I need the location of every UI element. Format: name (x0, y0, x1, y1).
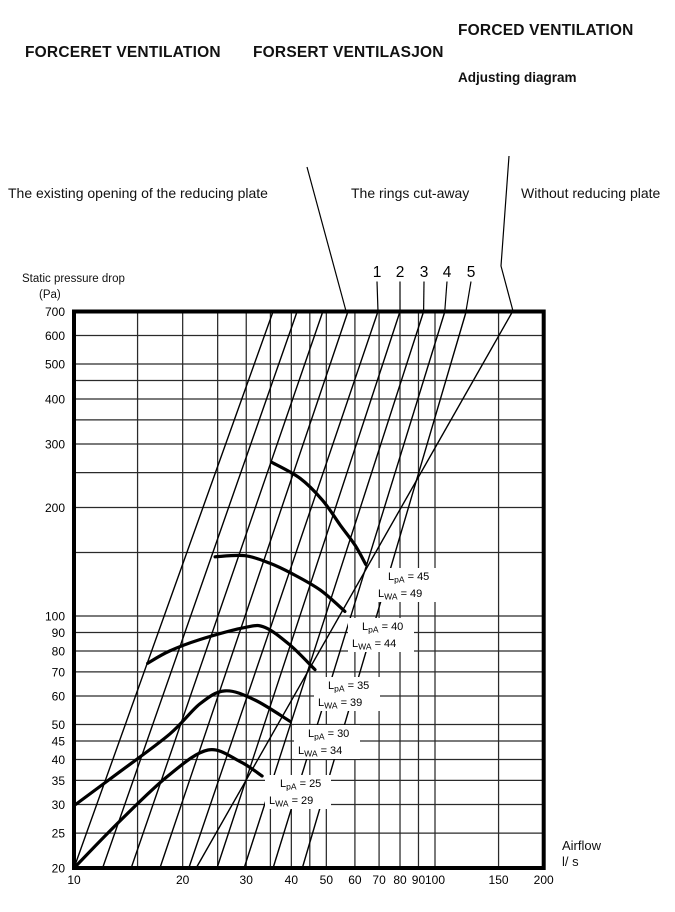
x-tick-label-80: 80 (393, 873, 407, 887)
y-tick-label-20: 20 (52, 862, 66, 876)
chart-border (72, 309, 546, 870)
curve-label-lpa-45: LpA = 45 (388, 571, 429, 585)
y-tick-label-300: 300 (45, 438, 65, 452)
annotation-existing-opening: The existing opening of the reducing pla… (8, 185, 268, 201)
setting-line-number-2: 2 (396, 264, 405, 281)
curve-label-lwa-49: LWA = 49 (378, 588, 422, 602)
y-tick-label-40: 40 (52, 753, 66, 767)
x-tick-label-30: 30 (240, 873, 254, 887)
fan-curve-lpa-35 (146, 623, 317, 672)
x-tick-label-10: 10 (67, 873, 81, 887)
curve-label-lwa-29: LWA = 29 (269, 795, 313, 809)
curve-label-halo (374, 568, 440, 602)
curve-label-halo (265, 775, 331, 809)
setting-line-number-5: 5 (467, 264, 476, 281)
y-tick-label-25: 25 (52, 827, 66, 841)
curve-label-lwa-34: LWA = 34 (298, 745, 342, 759)
y-tick-label-100: 100 (45, 610, 65, 624)
curve-label-lpa-25: LpA = 25 (280, 778, 321, 792)
y-tick-label-90: 90 (52, 626, 66, 640)
setting-line-number-3: 3 (420, 264, 429, 281)
setting-line-leader-4 (444, 281, 448, 311)
setting-line-existing-opening (130, 311, 324, 869)
setting-line-leader-1 (376, 281, 379, 311)
x-tick-label-200: 200 (534, 873, 554, 887)
setting-line-existing-opening (159, 311, 349, 869)
y-axis-unit: (Pa) (39, 289, 61, 301)
fan-curve-lpa-45 (270, 460, 368, 567)
x-tick-label-70: 70 (372, 873, 386, 887)
y-tick-label-600: 600 (45, 329, 65, 343)
y-tick-label-70: 70 (52, 665, 66, 679)
setting-line-without-reducing-plate (195, 311, 514, 869)
leader-without-reducing-plate (500, 155, 514, 312)
x-axis-title: Airflow (562, 838, 602, 853)
curve-label-halo (314, 677, 380, 711)
curve-label-lwa-44: LWA = 44 (352, 638, 396, 652)
x-tick-label-60: 60 (348, 873, 362, 887)
y-tick-label-30: 30 (52, 798, 66, 812)
fan-curve-lpa-40 (213, 553, 347, 613)
x-tick-label-20: 20 (176, 873, 190, 887)
y-tick-label-60: 60 (52, 689, 66, 703)
y-tick-label-80: 80 (52, 644, 66, 658)
setting-line-existing-opening (73, 311, 274, 869)
title-english: FORCED VENTILATION (458, 22, 634, 39)
setting-line-rings-cut-away-1 (188, 311, 379, 869)
curve-label-halo (294, 725, 360, 759)
annotation-without-reducing-plate: Without reducing plate (521, 185, 661, 201)
curve-label-lwa-39: LWA = 39 (318, 697, 362, 711)
x-tick-label-50: 50 (320, 873, 334, 887)
x-tick-label-40: 40 (285, 873, 299, 887)
setting-line-number-1: 1 (373, 264, 382, 281)
x-tick-label-150: 150 (489, 873, 509, 887)
x-tick-label-100: 100 (425, 873, 445, 887)
x-tick-label-90: 90 (412, 873, 426, 887)
curve-label-lpa-30: LpA = 30 (308, 728, 349, 742)
diagram-subtitle: Adjusting diagram (458, 70, 577, 85)
y-tick-label-400: 400 (45, 392, 65, 406)
curve-label-halo (348, 618, 414, 652)
y-tick-label-50: 50 (52, 718, 66, 732)
y-tick-label-700: 700 (45, 305, 65, 319)
fan-curve-lpa-25 (72, 748, 264, 870)
x-axis-unit: l/ s (562, 854, 579, 869)
fan-curve-lpa-30 (74, 689, 292, 807)
curve-label-lpa-40: LpA = 40 (362, 621, 403, 635)
title-norwegian: FORSERT VENTILASJON (253, 44, 444, 61)
setting-line-leader-5 (465, 281, 472, 311)
y-axis-title: Static pressure drop (22, 273, 125, 285)
setting-line-existing-opening (101, 311, 298, 869)
leader-existing-opening (306, 166, 347, 312)
y-tick-label-500: 500 (45, 358, 65, 372)
setting-line-rings-cut-away-2 (216, 311, 401, 869)
title-danish: FORCERET VENTILATION (25, 44, 221, 61)
y-tick-label-45: 45 (52, 735, 66, 749)
y-tick-label-200: 200 (45, 501, 65, 515)
annotation-rings-cut-away: The rings cut-away (351, 185, 470, 201)
curve-label-lpa-35: LpA = 35 (328, 680, 369, 694)
y-tick-label-35: 35 (52, 774, 66, 788)
setting-line-number-4: 4 (443, 264, 452, 281)
